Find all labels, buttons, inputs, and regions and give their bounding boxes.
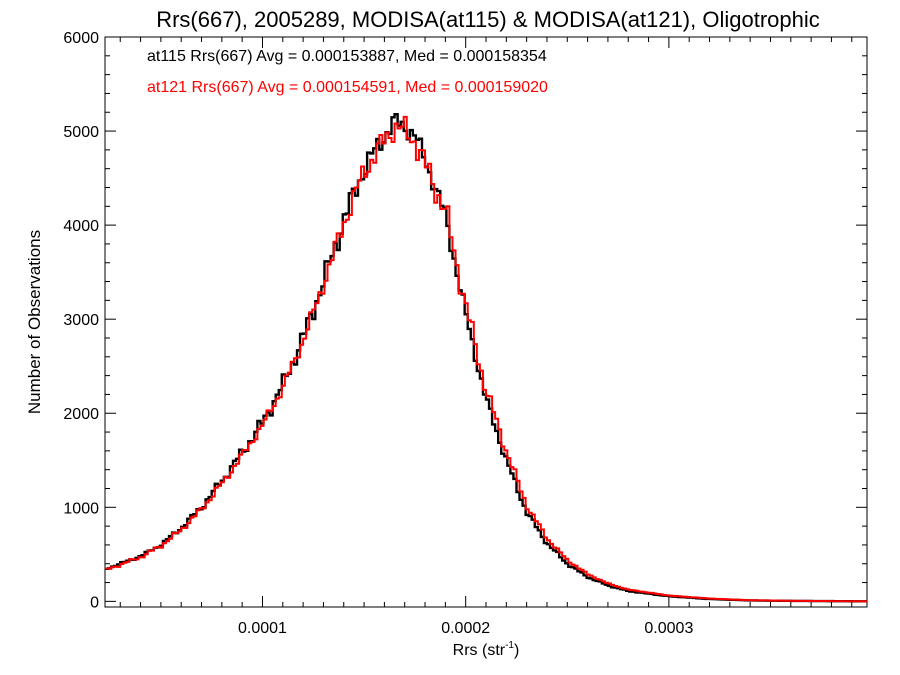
x-axis-label: Rrs (str-1) <box>453 640 520 659</box>
y-tick-label: 5000 <box>63 124 99 141</box>
x-tick-label: 0.0003 <box>644 620 693 637</box>
x-axis-label-main: Rrs (str <box>453 642 506 659</box>
series-at115-histogram <box>105 112 867 603</box>
series-layer <box>105 112 867 603</box>
y-tick-label: 1000 <box>63 500 99 517</box>
y-axis-label: Number of Observations <box>25 230 44 414</box>
y-tick-label: 4000 <box>63 218 99 235</box>
y-tick-label: 2000 <box>63 406 99 423</box>
plot-area: 0.0001 0.0002 0.0003 0 1000 2000 3000 4000 5000… <box>63 30 868 637</box>
x-axis-label-close: ) <box>514 642 519 659</box>
series-at121-histogram <box>105 115 867 603</box>
chart-title: Rrs(667), 2005289, MODISA(at115) & MODIS… <box>156 7 820 32</box>
legend-entry-at121: at121 Rrs(667) Avg = 0.000154591, Med = … <box>147 79 548 96</box>
y-tick-label: 3000 <box>63 312 99 329</box>
plot-frame <box>104 36 868 608</box>
x-tick-label: 0.0002 <box>441 620 490 637</box>
x-tick-label: 0.0001 <box>238 620 287 637</box>
y-tick-label: 6000 <box>63 30 99 47</box>
x-axis-ticks: 0.0001 0.0002 0.0003 <box>119 37 853 637</box>
y-tick-label: 0 <box>90 594 99 611</box>
x-axis-label-superscript: -1 <box>505 640 514 651</box>
legend-entry-at115: at115 Rrs(667) Avg = 0.000153887, Med = … <box>147 48 547 65</box>
y-axis-ticks: 0 1000 2000 3000 4000 5000 6000 <box>63 30 867 611</box>
